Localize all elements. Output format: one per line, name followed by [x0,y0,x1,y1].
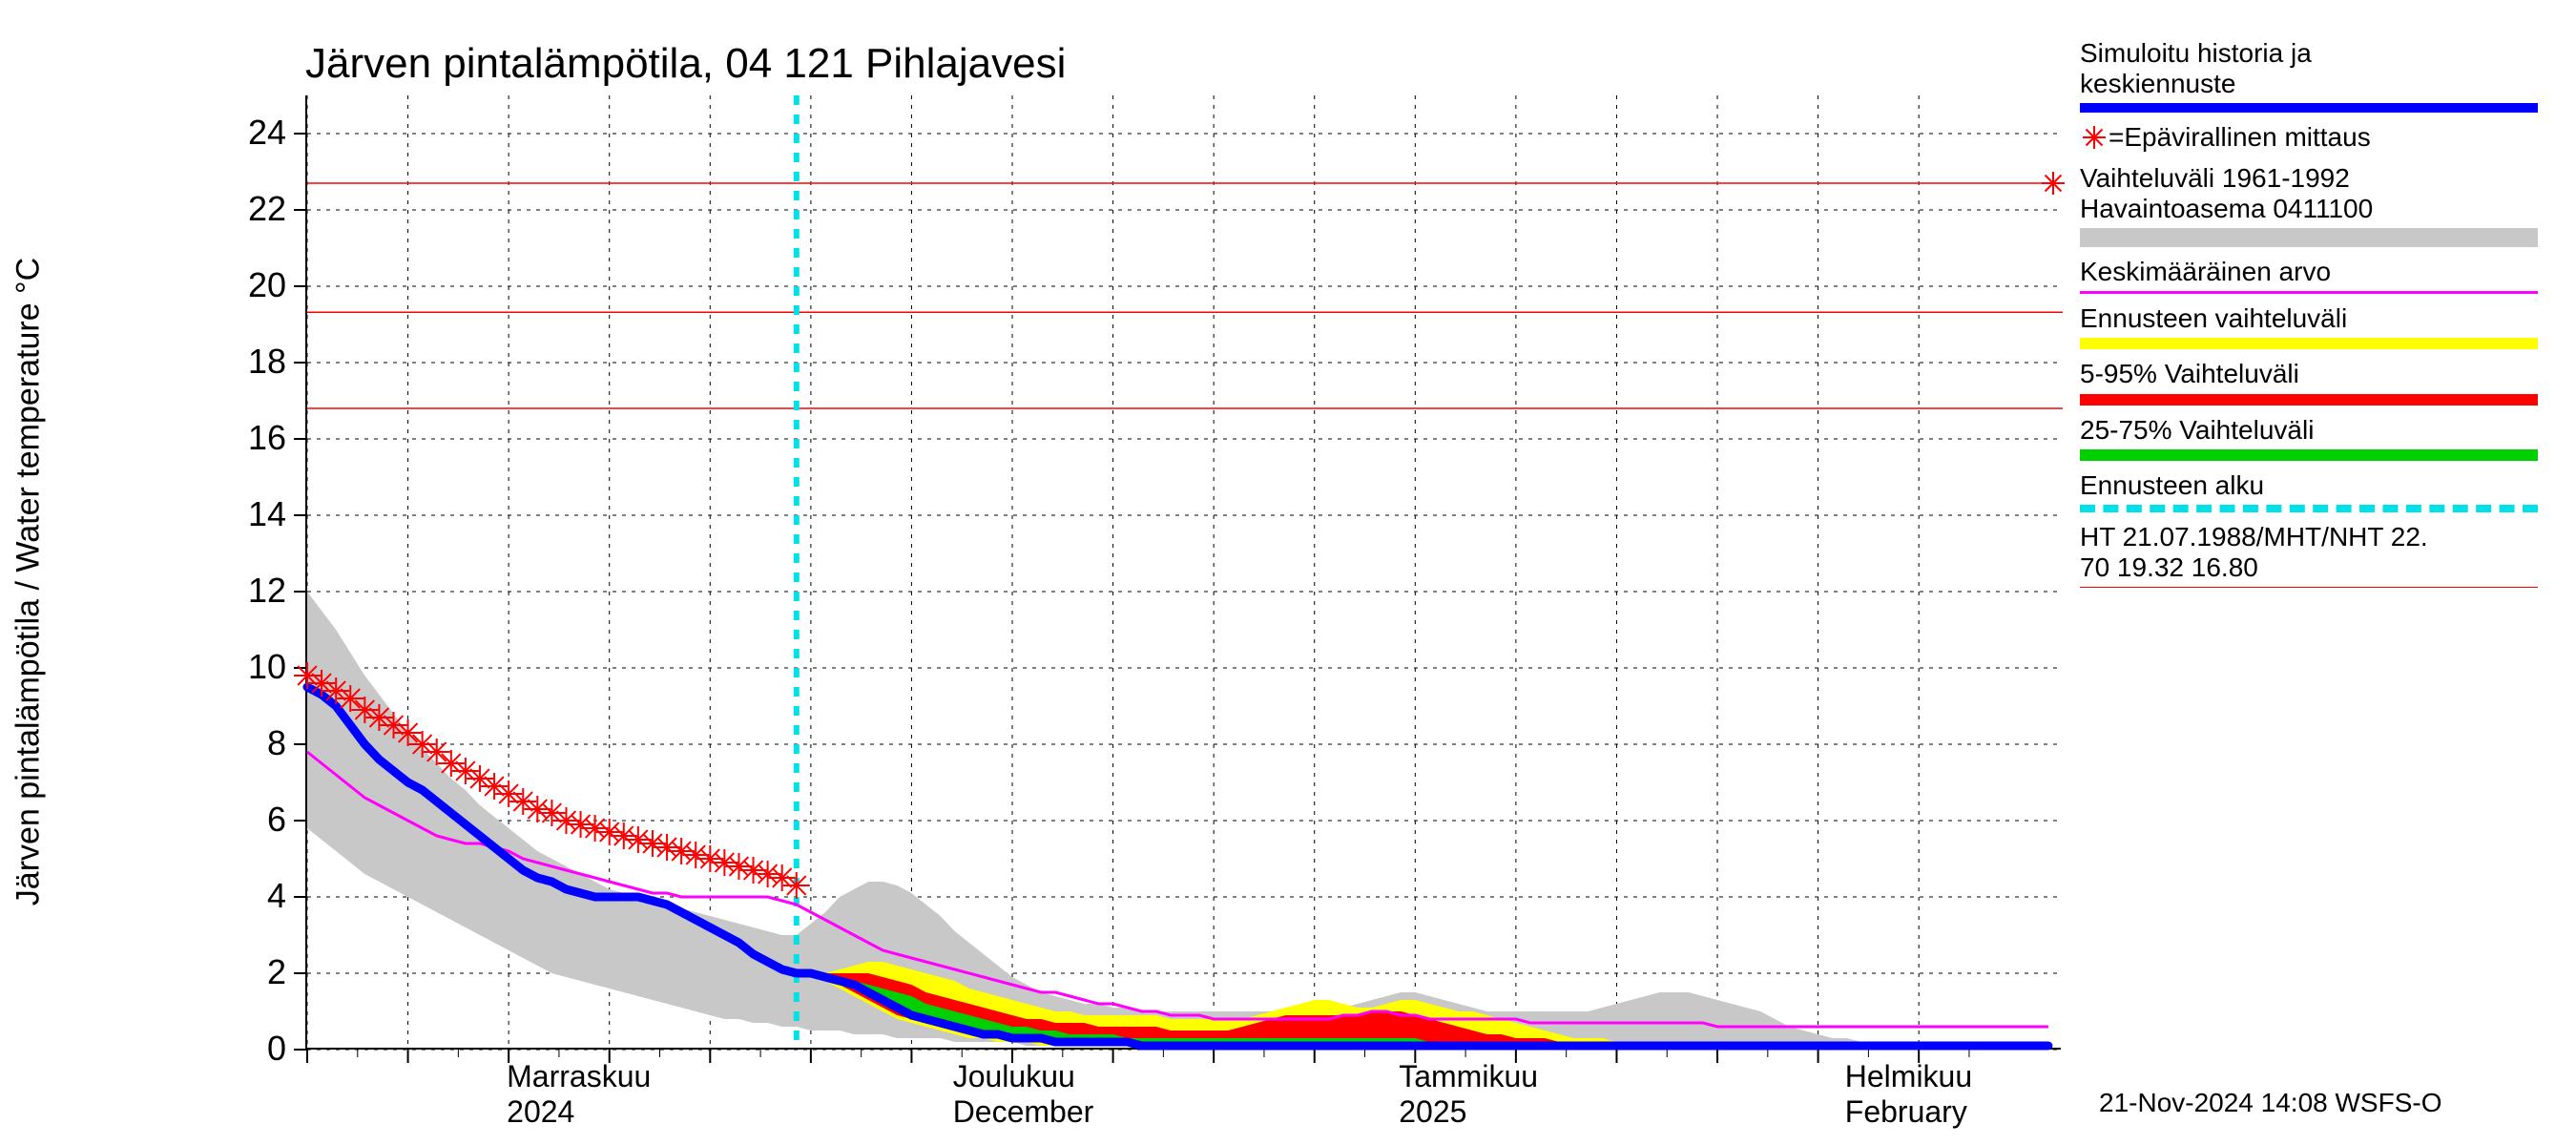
legend-label: Vaihteluväli 1961-1992 Havaintoasema 041… [2080,163,2557,224]
legend-swatch [2080,394,2538,406]
legend-label: Simuloitu historia ja keskiennuste [2080,38,2557,99]
x-month-label: Marraskuu 2024 [507,1059,651,1130]
legend-dashed-line [2080,505,2538,512]
legend-item: Keskimääräinen arvo [2080,257,2557,294]
y-tick-label: 20 [219,265,286,305]
y-tick-label: 2 [219,952,286,992]
plot-area [305,95,2061,1050]
y-tick-label: 22 [219,189,286,229]
legend-item: Simuloitu historia ja keskiennuste [2080,38,2557,113]
legend-label: Ennusteen vaihteluväli [2080,303,2557,334]
plot-svg [307,95,2063,1050]
legend: Simuloitu historia ja keskiennuste =Epävi… [2080,38,2557,597]
legend-item: 5-95% Vaihteluväli [2080,359,2557,405]
y-tick-label: 4 [219,876,286,916]
chart-container: { "chart": { "type": "line-area", "title… [0,0,2576,1145]
y-tick-label: 14 [219,494,286,534]
legend-line [2080,587,2538,588]
legend-label: HT 21.07.1988/MHT/NHT 22. 70 19.32 16.80 [2080,522,2557,583]
legend-label: Ennusteen alku [2080,470,2557,501]
legend-item: HT 21.07.1988/MHT/NHT 22. 70 19.32 16.80 [2080,522,2557,588]
legend-item: Ennusteen vaihteluväli [2080,303,2557,349]
y-axis-label: Järven pintalämpötila / Water temperatur… [10,57,48,1107]
legend-label: Keskimääräinen arvo [2080,257,2557,287]
legend-swatch [2080,103,2538,113]
y-tick-label: 12 [219,571,286,611]
y-tick-label: 18 [219,342,286,382]
legend-label: 5-95% Vaihteluväli [2080,359,2557,389]
y-tick-label: 10 [219,647,286,687]
legend-swatch [2080,338,2538,349]
y-tick-label: 8 [219,723,286,763]
y-tick-label: 6 [219,800,286,840]
x-star-icon [2080,123,2109,152]
x-month-label: Helmikuu February [1845,1059,1972,1130]
y-tick-label: 0 [219,1029,286,1069]
legend-item: 25-75% Vaihteluväli [2080,415,2557,461]
legend-swatch [2080,449,2538,461]
legend-item: Vaihteluväli 1961-1992 Havaintoasema 041… [2080,163,2557,247]
chart-title: Järven pintalämpötila, 04 121 Pihlajaves… [305,40,1066,88]
legend-label: 25-75% Vaihteluväli [2080,415,2557,446]
legend-line [2080,291,2538,294]
y-tick-label: 24 [219,113,286,153]
legend-item: =Epävirallinen mittaus [2080,122,2557,153]
legend-item: Ennusteen alku [2080,470,2557,512]
footer-timestamp: 21-Nov-2024 14:08 WSFS-O [2099,1088,2442,1118]
y-tick-label: 16 [219,418,286,458]
x-month-label: Tammikuu 2025 [1399,1059,1538,1130]
legend-label: =Epävirallinen mittaus [2109,122,2371,153]
x-month-label: Joulukuu December [953,1059,1094,1130]
legend-swatch [2080,228,2538,247]
